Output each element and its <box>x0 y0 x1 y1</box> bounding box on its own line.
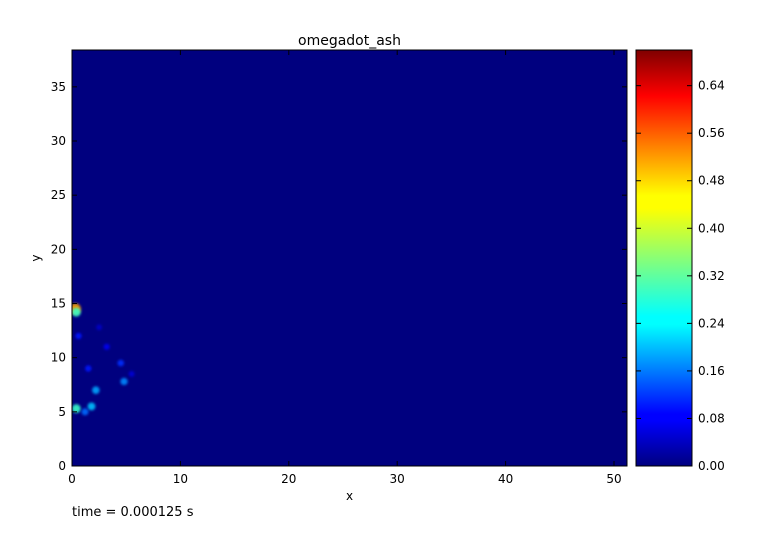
y-tick-label: 15 <box>51 297 66 311</box>
plot-frame <box>71 49 628 467</box>
heatmap-cell <box>75 332 82 340</box>
colorbar-tick-label: 0.48 <box>698 174 725 188</box>
heatmap-cell <box>120 377 128 386</box>
colorbar <box>636 50 692 466</box>
colorbar-tick-label: 0.24 <box>698 316 725 330</box>
heatmap-cell <box>87 402 96 411</box>
y-tick-label: 20 <box>51 242 66 256</box>
x-axis: 0 10 20 30 40 50 <box>68 50 622 486</box>
time-annotation: time = 0.000125 s <box>72 505 194 520</box>
colorbar-tick-label: 0.08 <box>698 411 725 425</box>
y-tick-label: 0 <box>58 459 66 473</box>
x-tick-label: 0 <box>68 472 76 486</box>
x-tick-label: 30 <box>390 472 405 486</box>
x-tick-label: 10 <box>173 472 188 486</box>
heatmap-cell <box>103 343 110 350</box>
y-tick-label: 5 <box>58 405 66 419</box>
x-axis-label: x <box>346 489 353 503</box>
heatmap-cell <box>72 404 81 413</box>
y-tick-label: 30 <box>51 134 66 148</box>
heatmap-background <box>72 50 627 466</box>
heatmap-cell <box>96 324 102 331</box>
colorbar-tick-label: 0.16 <box>698 364 725 378</box>
y-axis: 0 5 10 15 20 25 30 35 <box>51 80 627 473</box>
x-tick-label: 50 <box>606 472 621 486</box>
y-axis-label: y <box>29 254 43 261</box>
colorbar-tick-label: 0.40 <box>698 221 725 235</box>
heatmap-cell <box>81 408 89 416</box>
y-tick-label: 10 <box>51 351 66 365</box>
colorbar-frame <box>635 49 693 467</box>
chart-title: omegadot_ash <box>298 33 401 49</box>
colorbar-tick-label: 0.32 <box>698 269 725 283</box>
colorbar-tick-label: 0.00 <box>698 459 725 473</box>
heatmap-cell <box>85 365 92 372</box>
colorbar-ticks: 0.00 0.08 0.16 0.24 0.32 0.40 0.48 0.56 0.64 <box>636 79 725 473</box>
y-tick-label: 35 <box>51 80 66 94</box>
heatmap-cell <box>72 307 81 317</box>
x-tick-label: 40 <box>498 472 513 486</box>
colorbar-tick-label: 0.56 <box>698 126 725 140</box>
colorbar-tick-label: 0.64 <box>698 79 725 93</box>
x-tick-label: 20 <box>281 472 296 486</box>
heatmap-cell <box>92 386 100 394</box>
heatmap-features <box>72 303 135 416</box>
heatmap-cell <box>117 359 125 367</box>
heatmap-cell <box>128 370 135 377</box>
y-tick-label: 25 <box>51 188 66 202</box>
